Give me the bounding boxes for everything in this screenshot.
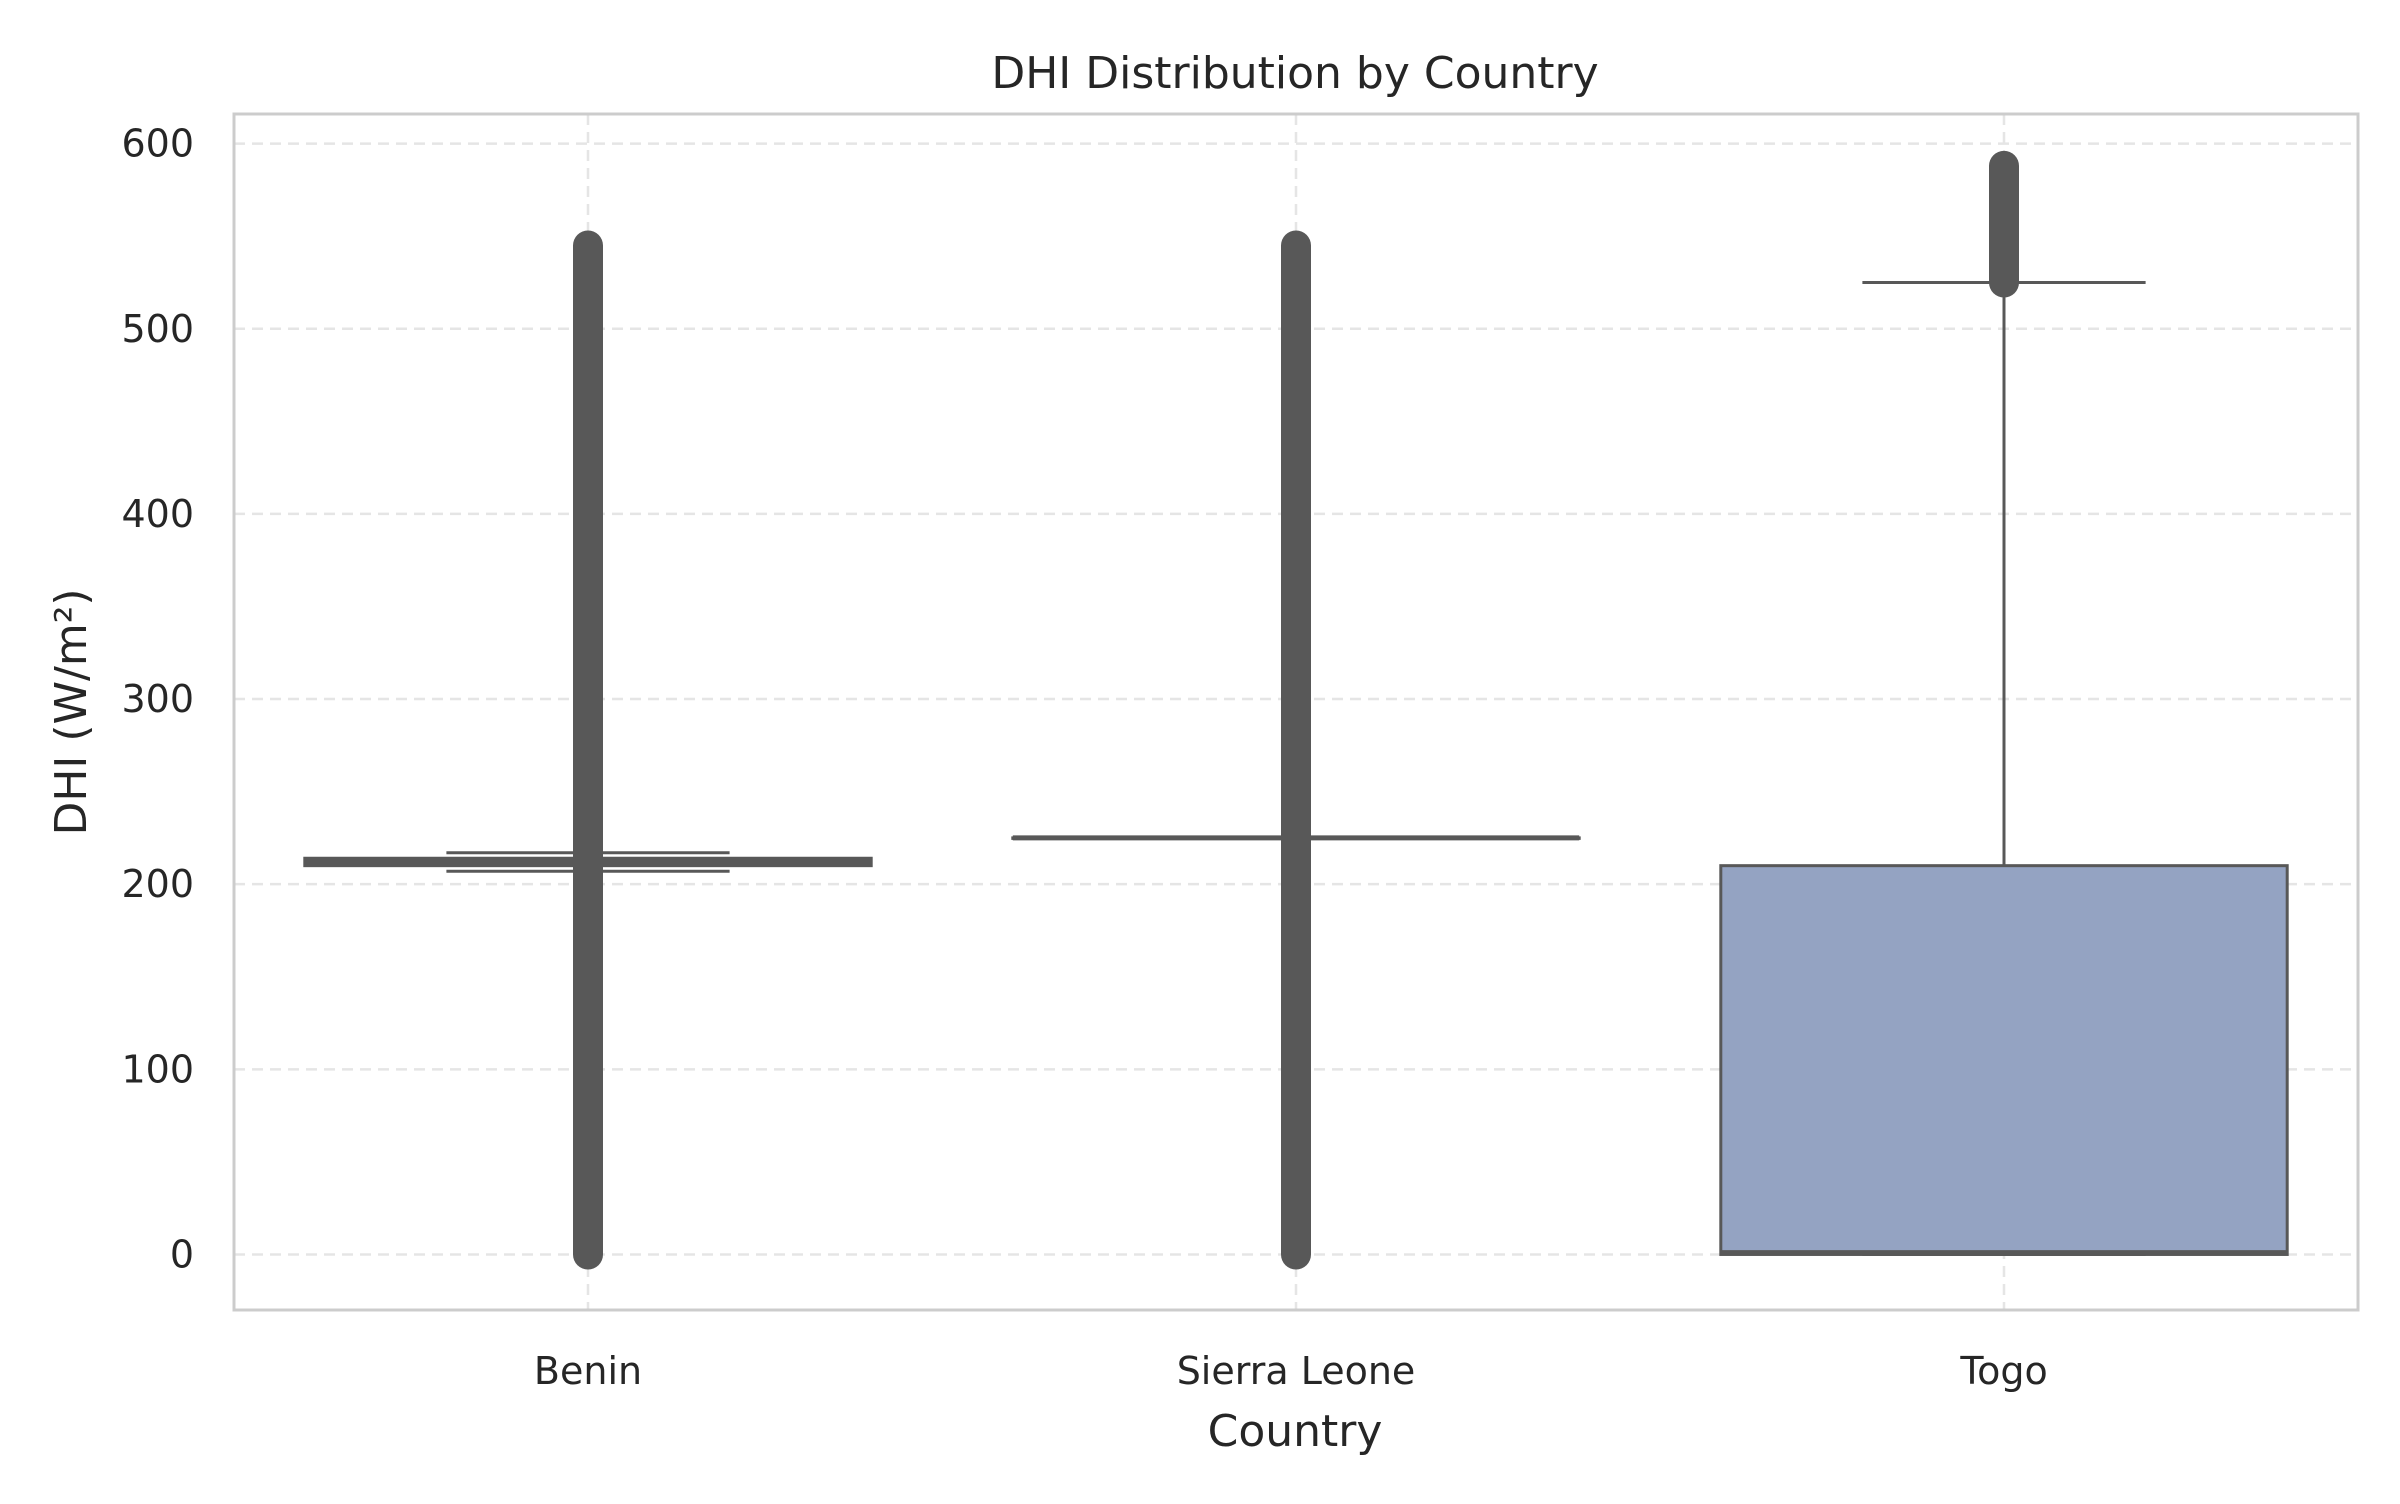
- y-tick-label: 100: [121, 1047, 194, 1091]
- y-tick-label: 0: [170, 1232, 194, 1276]
- tick-labels: 0 100 200 300 400 500 600 Benin Sierra Leone Togo: [121, 122, 2047, 1393]
- plot-frame: [232, 112, 2360, 1312]
- y-tick-label: 200: [121, 862, 194, 906]
- box-group-benin: [303, 230, 873, 1270]
- box-group-togo: [1719, 150, 2289, 1256]
- x-tick-label: Sierra Leone: [1177, 1349, 1416, 1393]
- y-tick-label: 600: [121, 122, 194, 166]
- x-tick-label: Togo: [1959, 1349, 2047, 1393]
- iqr-box: [1719, 864, 2289, 1256]
- box-series: [303, 150, 2289, 1270]
- box-group-sierra-leone: [1011, 230, 1581, 1270]
- y-tick-label: 400: [121, 492, 194, 536]
- x-tick-label: Benin: [534, 1349, 642, 1393]
- y-tick-label: 500: [121, 307, 194, 351]
- y-tick-label: 300: [121, 677, 194, 721]
- y-axis-label: DHI (W/m²): [46, 588, 97, 835]
- x-axis-label: Country: [1208, 1406, 1383, 1457]
- chart-title: DHI Distribution by Country: [991, 48, 1598, 99]
